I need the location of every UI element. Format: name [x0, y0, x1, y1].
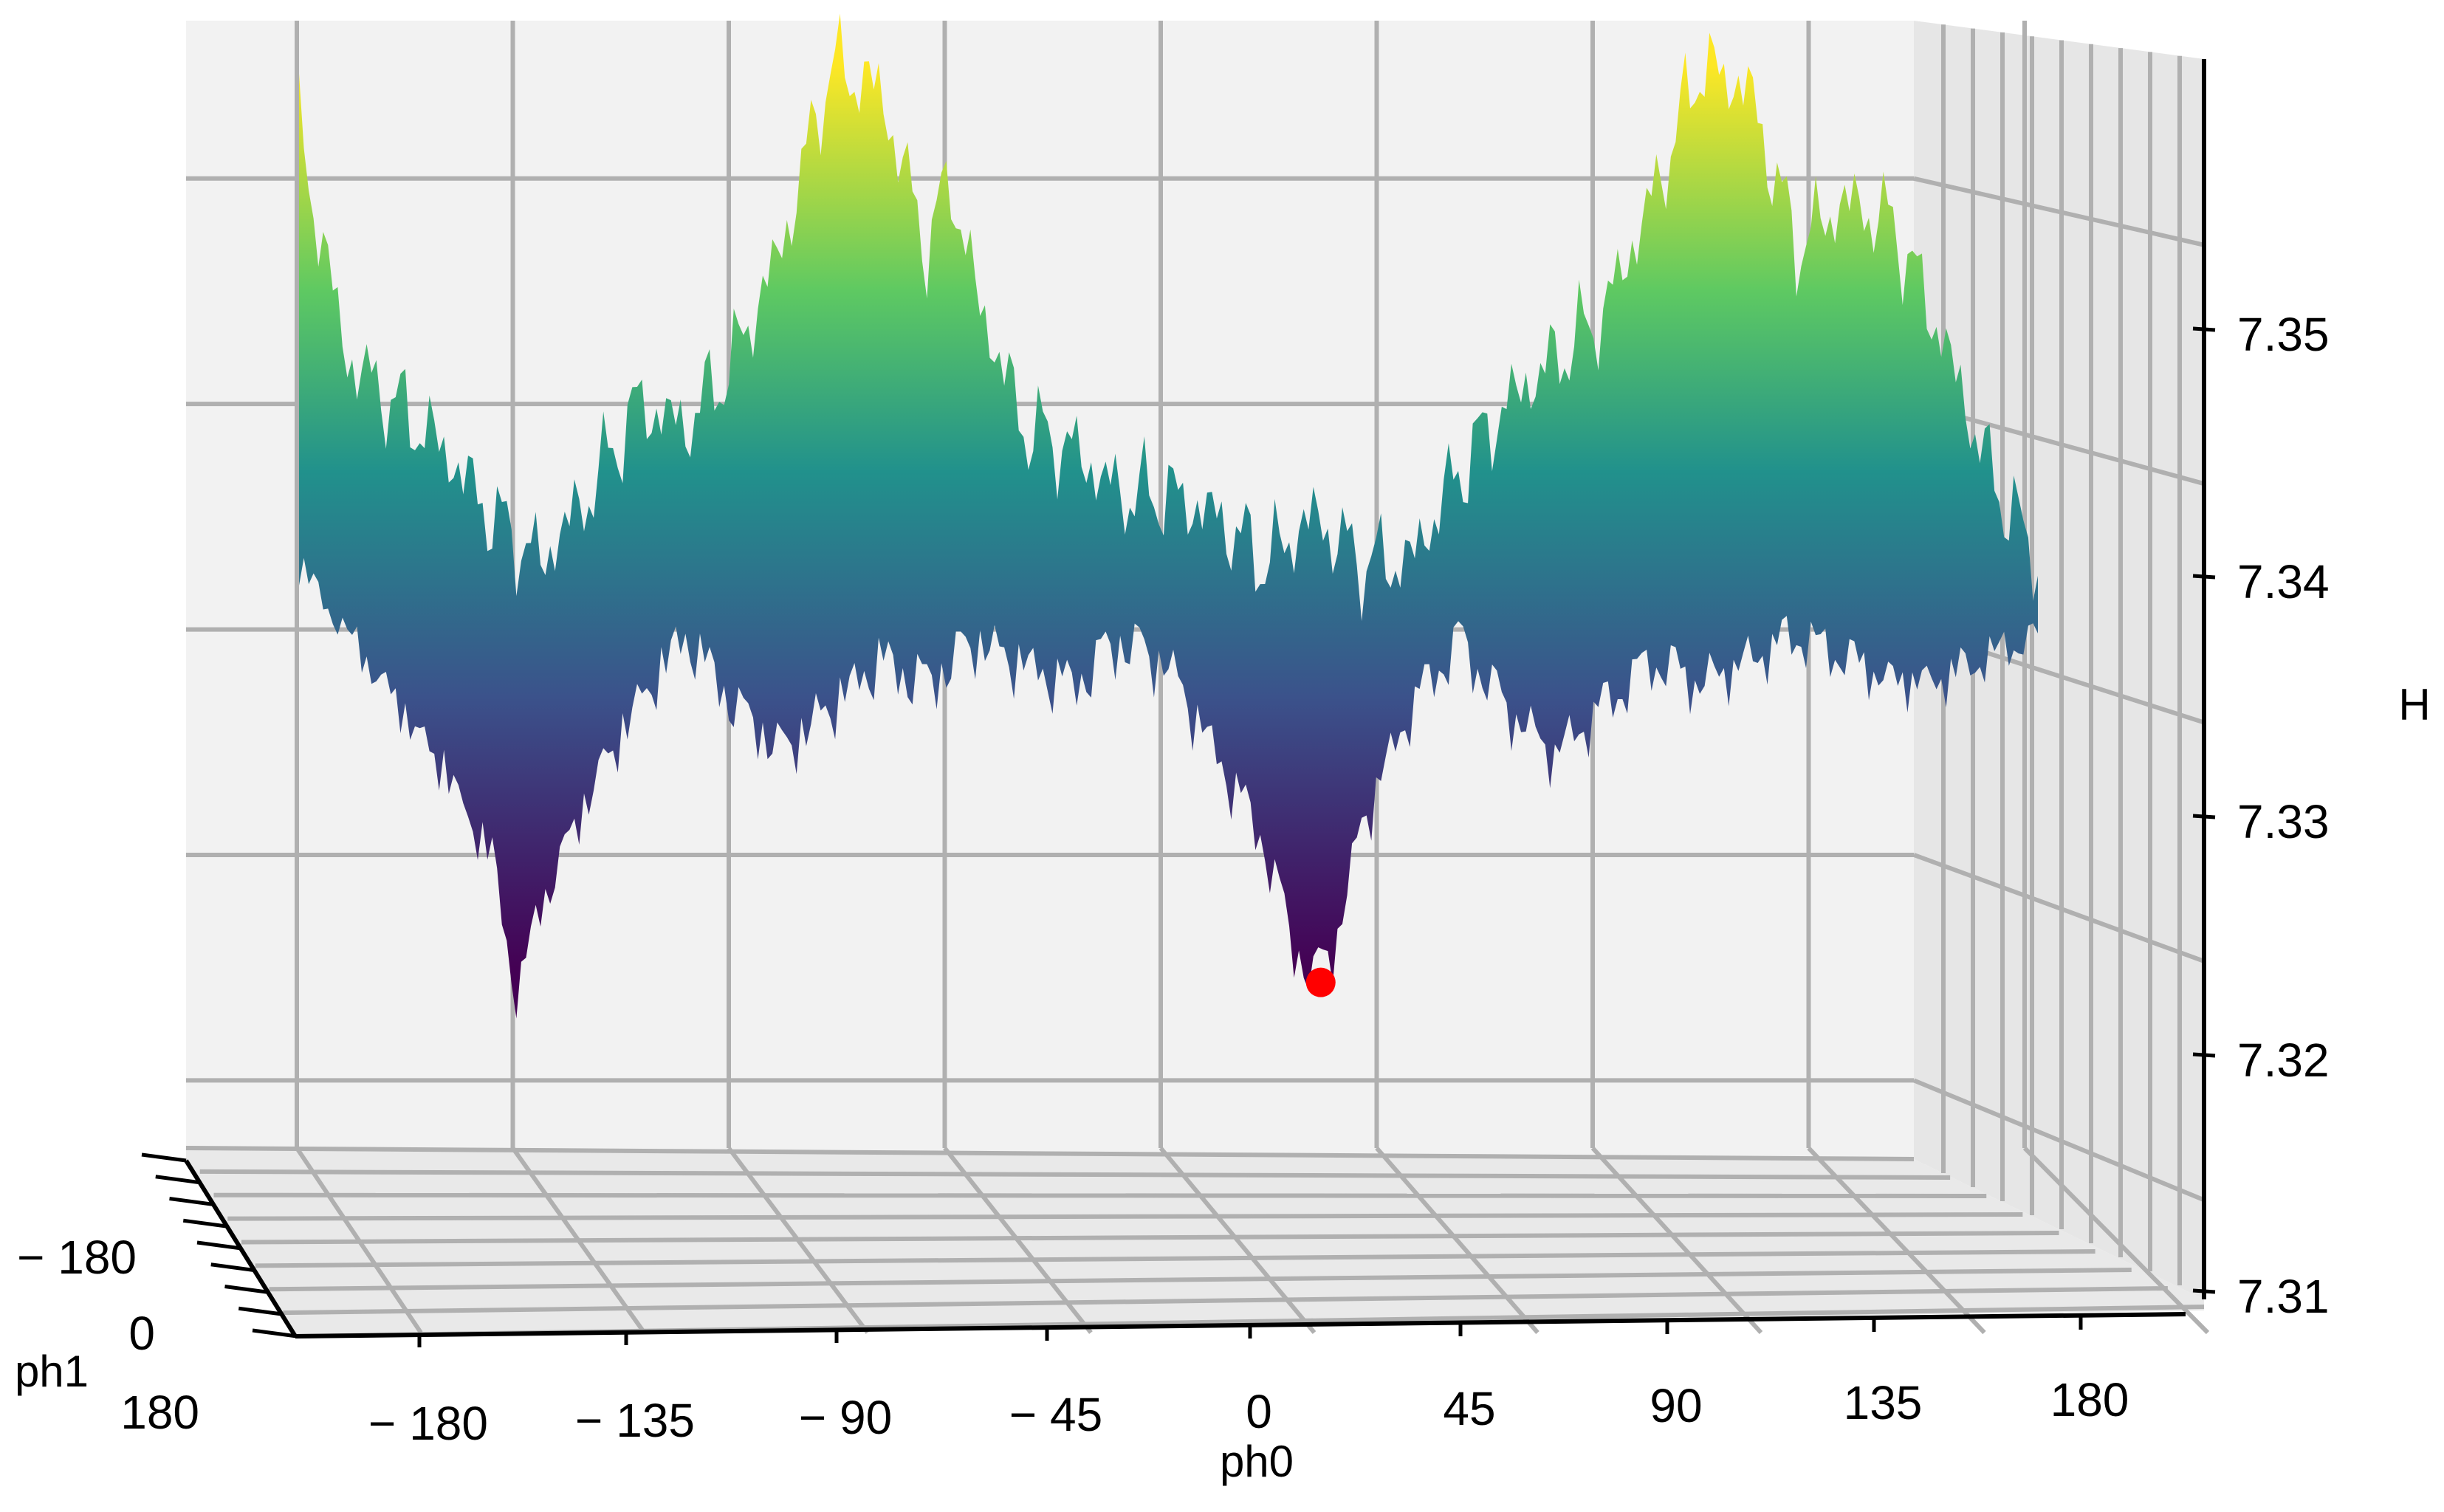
minimum-marker [1305, 967, 1336, 997]
ph1-tick-3 [182, 1218, 228, 1228]
ph1-tick-labels: − 180 0 180 [17, 1152, 298, 1439]
ph0-tick-label-2: − 90 [799, 1391, 892, 1444]
surface-mesh [299, 13, 2038, 1019]
grid-floor-cross-5 [255, 1249, 2095, 1268]
ph1-tick-8 [252, 1328, 298, 1339]
grid-floor-cross-4 [241, 1231, 2059, 1245]
h-tick-2 [2192, 814, 2216, 819]
grid-floor-cross-2 [213, 1192, 1987, 1198]
h-tick-label-2: 7.33 [2237, 795, 2330, 848]
h-tick-0 [2192, 1288, 2216, 1294]
ph0-tick-label-6: 90 [1650, 1379, 1702, 1432]
ph1-tick-5 [210, 1262, 256, 1273]
ph0-axis-line [295, 1312, 2186, 1339]
ph1-tick-label-1: 0 [128, 1307, 155, 1360]
grid-floor-cross-6 [269, 1268, 2132, 1292]
grid-floor-5 [1375, 1147, 1539, 1334]
energy-surface [299, 13, 2038, 1019]
h-tick-4 [2192, 326, 2216, 332]
ph1-axis-label: ph1 [15, 1347, 89, 1396]
side-pane [1914, 21, 2204, 1299]
ph0-tick-label-0: − 180 [368, 1397, 488, 1450]
h-tick-3 [2192, 574, 2216, 580]
ph1-tick-4 [196, 1240, 242, 1251]
ph1-tick-7 [238, 1306, 284, 1316]
grid-side-0 [1912, 1078, 2206, 1203]
h-tick-label-3: 7.34 [2237, 555, 2330, 608]
grid-floor-cross-1 [199, 1169, 1951, 1180]
ph0-tick-label-1: − 135 [575, 1394, 695, 1447]
ph1-tick-0 [141, 1152, 187, 1163]
ph0-tick-label-8: 180 [2050, 1373, 2129, 1426]
ph0-tick-label-5: 45 [1443, 1382, 1495, 1435]
grid-floor-8 [2022, 1146, 2210, 1335]
grid-floor-cross-7 [283, 1286, 2168, 1316]
h-tick-label-1: 7.32 [2237, 1034, 2330, 1087]
h-tick-label-0: 7.31 [2237, 1270, 2330, 1323]
ph0-axis-label: ph0 [1220, 1437, 1294, 1486]
ph1-tick-label-2: 180 [120, 1386, 199, 1439]
grid-floor-cross-3 [227, 1212, 2023, 1221]
ph1-tick-1 [155, 1175, 201, 1185]
grid-side-1 [1912, 853, 2206, 963]
ph0-tick-label-7: 135 [1844, 1376, 1923, 1429]
ph0-tick-label-4: 0 [1246, 1385, 1272, 1438]
ph1-tick-label-0: − 180 [17, 1231, 137, 1284]
grid-side-4 [1913, 176, 2205, 247]
ph0-tick-label-3: − 45 [1009, 1388, 1102, 1441]
h-tick-label-4: 7.35 [2237, 308, 2330, 361]
ph1-tick-2 [169, 1197, 214, 1206]
grid-floor-cross-0 [185, 1146, 1915, 1161]
h-tick-1 [2192, 1052, 2216, 1058]
ph0-tick-labels: − 180 − 135 − 90 − 45 0 45 90 135 180 [368, 1316, 2129, 1450]
minimum-point [1305, 967, 1336, 997]
h-tick-labels: 7.31 7.32 7.33 7.34 7.35 [2192, 308, 2330, 1323]
h-axis-label: H [2398, 680, 2430, 729]
grid-floor-6 [1590, 1146, 1763, 1335]
ph1-tick-6 [224, 1285, 270, 1294]
